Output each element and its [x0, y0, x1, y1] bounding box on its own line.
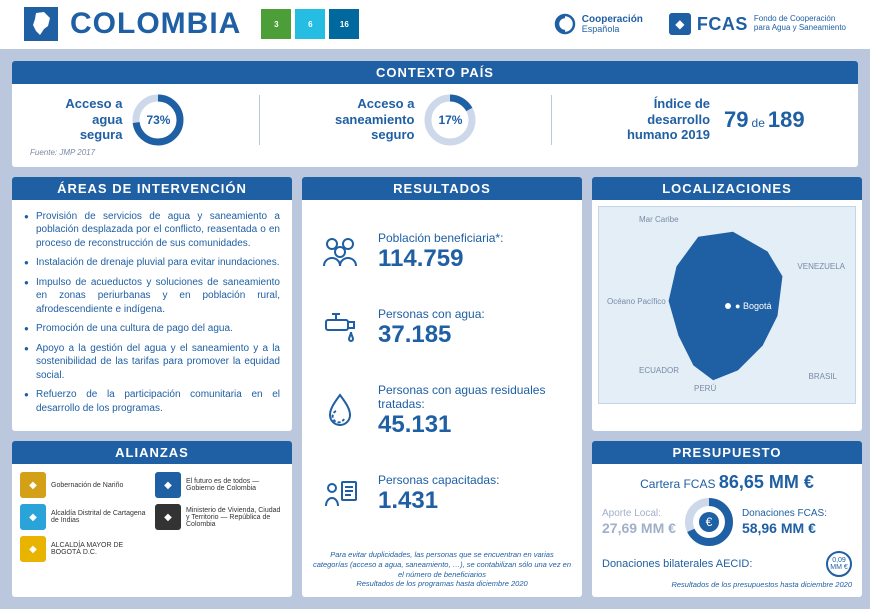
map-label-capital: ● Bogotá	[735, 301, 771, 311]
metric-san-label: Acceso asaneamientoseguro	[335, 96, 414, 143]
localizaciones-panel: LOCALIZACIONES Mar Caribe Océano Pacífic…	[592, 177, 862, 432]
presup-footer: Resultados de los presupuestos hasta dic…	[602, 580, 852, 589]
donaciones-fcas: Donaciones FCAS: 58,96 MM €	[742, 508, 827, 537]
cooperacion-espanola-logo: CooperaciónEspañola	[554, 13, 643, 35]
alianza-item: ◆El futuro es de todos — Gobierno de Col…	[155, 472, 284, 498]
alianza-item: ◆ALCALDÍA MAYOR DE BOGOTÁ D.C.	[20, 536, 149, 562]
areas-list: Provisión de servicios de agua y saneami…	[24, 210, 280, 416]
alianzas-panel: ALIANZAS ◆Gobernación de Nariño◆El futur…	[12, 441, 292, 597]
hdi-label: Índice dedesarrollohumano 2019	[627, 96, 710, 143]
context-title: CONTEXTO PAÍS	[12, 61, 858, 84]
area-item: Impulso de acueductos y soluciones de sa…	[24, 276, 280, 317]
header: COLOMBIA 3616 CooperaciónEspañola ◆ FCAS…	[0, 0, 870, 49]
context-source: Fuente: JMP 2017	[12, 148, 858, 161]
cartera: Cartera FCAS 86,65 MM €	[602, 472, 852, 493]
metric-sanitation: Acceso asaneamientoseguro 17%	[335, 94, 476, 146]
map-label-peru: PERÚ	[694, 384, 716, 393]
map-label-venezuela: VENEZUELA	[797, 262, 845, 271]
resultado-item: Personas con agua:37.185	[318, 306, 566, 350]
map-label-caribe: Mar Caribe	[639, 215, 679, 224]
alianzas-grid: ◆Gobernación de Nariño◆El futuro es de t…	[12, 464, 292, 570]
presup-title: PRESUPUESTO	[592, 441, 862, 464]
context-panel: CONTEXTO PAÍS Acceso aaguasegura 73% Acc…	[12, 61, 858, 167]
presup-donut: €	[684, 497, 734, 547]
map-label-ecuador: ECUADOR	[639, 366, 679, 375]
people-icon	[318, 230, 362, 274]
area-item: Promoción de una cultura de pago del agu…	[24, 322, 280, 336]
tap-icon	[318, 306, 362, 350]
map-label-brasil: BRASIL	[809, 372, 837, 381]
sdg-badges: 3616	[261, 9, 359, 39]
donut-water: 73%	[132, 94, 184, 146]
sdg-badge-16: 16	[329, 9, 359, 39]
resultados-footer: Para evitar duplicidades, las personas q…	[302, 546, 582, 597]
presupuesto-panel: PRESUPUESTO Cartera FCAS 86,65 MM € Apor…	[592, 441, 862, 597]
aporte-local: Aporte Local: 27,69 MM €	[602, 508, 676, 537]
training-icon	[318, 472, 362, 516]
metric-water: Acceso aaguasegura 73%	[65, 94, 184, 146]
donaciones-bilaterales: Donaciones bilaterales AECID: 0,09 MM €	[602, 551, 852, 577]
resultado-item: Población beneficiaria*:114.759	[318, 230, 566, 274]
droplet-icon: ◆	[669, 13, 691, 35]
areas-title: ÁREAS DE INTERVENCIÓN	[12, 177, 292, 200]
resultado-item: Personas capacitadas:1.431	[318, 472, 566, 516]
local-title: LOCALIZACIONES	[592, 177, 862, 200]
alianza-item: ◆Gobernación de Nariño	[20, 472, 149, 498]
map-label-pacifico: Océano Pacífico	[607, 297, 666, 306]
alianza-item: ◆Ministerio de Vivienda, Ciudad y Territ…	[155, 504, 284, 530]
map: Mar Caribe Océano Pacífico VENEZUELA ECU…	[598, 206, 856, 404]
donut-sanitation: 17%	[424, 94, 476, 146]
resultados-panel: RESULTADOS Población beneficiaria*:114.7…	[302, 177, 582, 598]
area-item: Apoyo a la gestión del agua y el saneami…	[24, 342, 280, 383]
hdi-value: 79de189	[724, 107, 805, 133]
metric-hdi: Índice dedesarrollohumano 2019 79de189	[627, 96, 805, 143]
main: CONTEXTO PAÍS Acceso aaguasegura 73% Acc…	[0, 49, 870, 609]
resultados-title: RESULTADOS	[302, 177, 582, 200]
area-item: Refuerzo de la participación comunitaria…	[24, 388, 280, 415]
metric-water-label: Acceso aaguasegura	[65, 96, 122, 143]
country-title: COLOMBIA	[70, 7, 241, 41]
alianzas-title: ALIANZAS	[12, 441, 292, 464]
areas-panel: ÁREAS DE INTERVENCIÓN Provisión de servi…	[12, 177, 292, 432]
area-item: Provisión de servicios de agua y saneami…	[24, 210, 280, 251]
resultado-item: Personas con aguas residuales tratadas:4…	[318, 383, 566, 439]
sdg-badge-6: 6	[295, 9, 325, 39]
area-item: Instalación de drenaje pluvial para evit…	[24, 256, 280, 270]
country-map-icon	[24, 7, 58, 41]
resultados-list: Población beneficiaria*:114.759 Personas …	[302, 200, 582, 547]
fcas-logo: ◆ FCAS Fondo de Cooperaciónpara Agua y S…	[669, 13, 846, 35]
sdg-badge-3: 3	[261, 9, 291, 39]
droplet-icon	[318, 389, 362, 433]
alianza-item: ◆Alcaldía Distrital de Cartagena de Indi…	[20, 504, 149, 530]
